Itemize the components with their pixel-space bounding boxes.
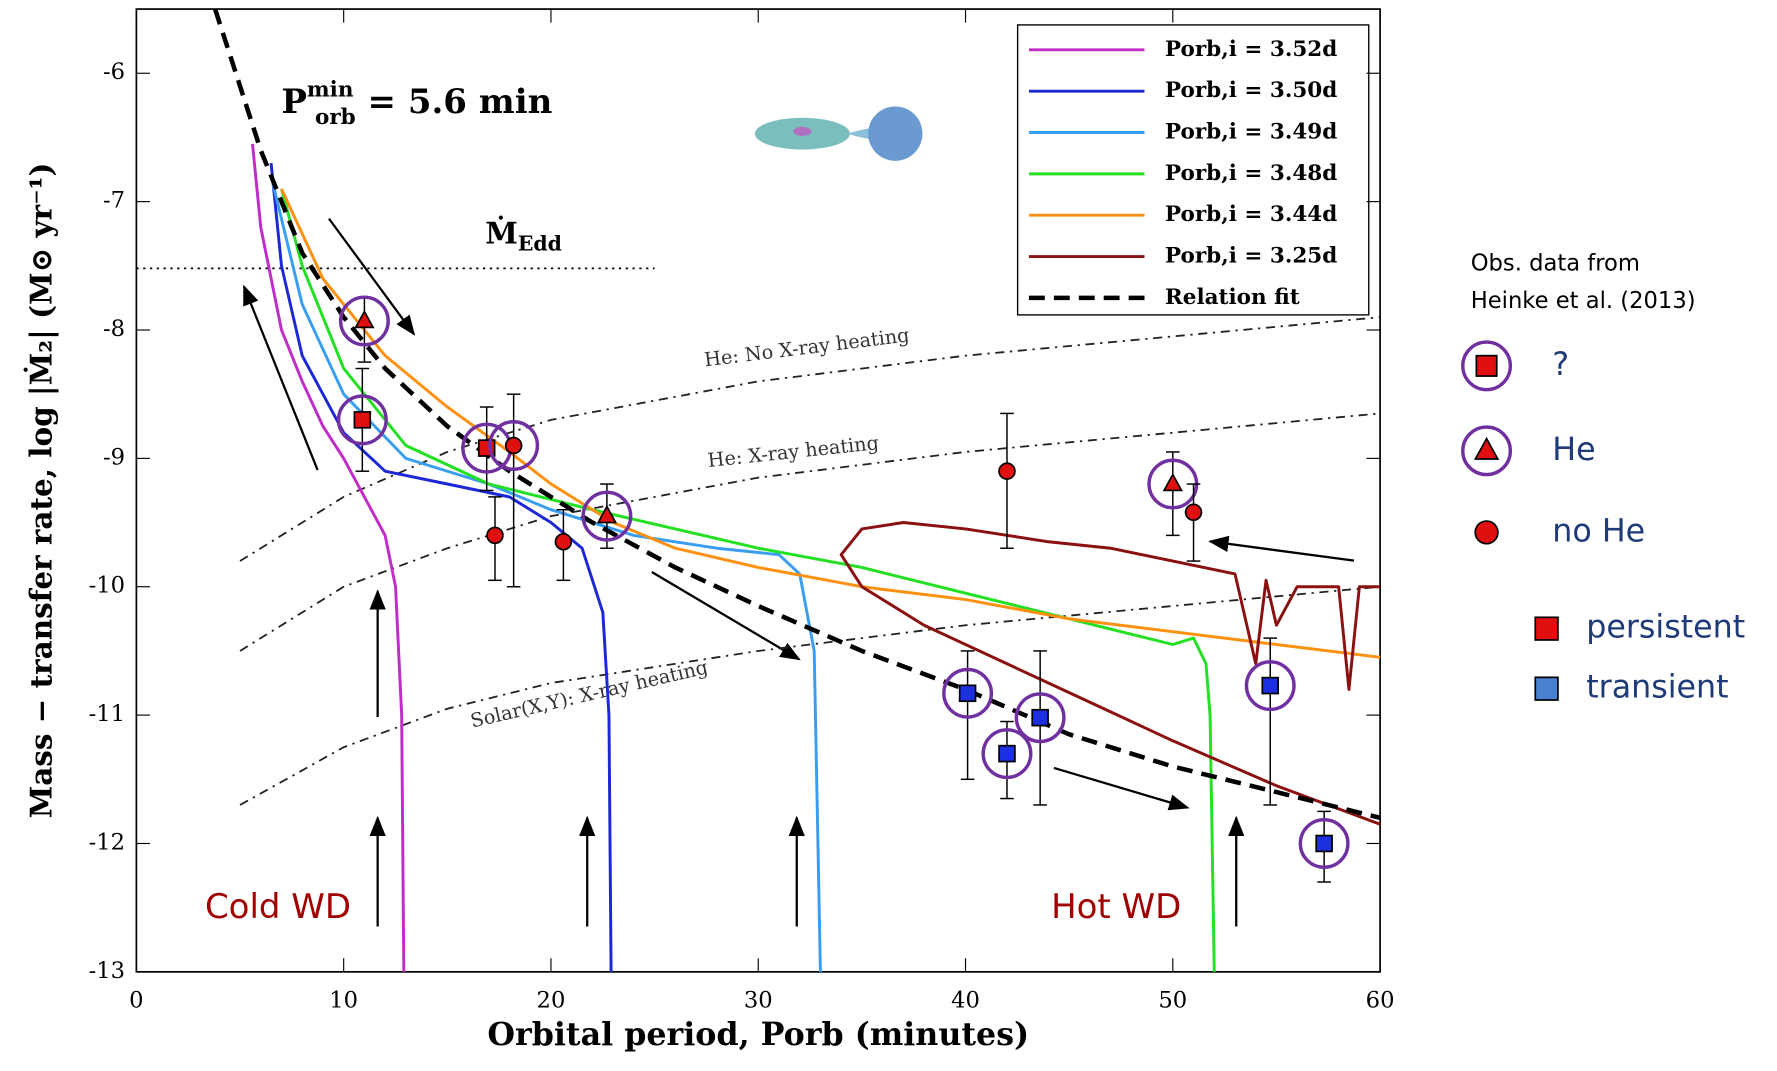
obs-legend-title: Heinke et al. (2013) [1471,288,1696,314]
x-tick-label: 30 [744,987,773,1013]
chart: 0 10 20 30 40 50 60 -13 -12 -11 -10 -9 -8 -7 -6 Orbital… [0,0,1777,1067]
obs-legend-label: transient [1586,670,1728,706]
eddington-symbol: Ṁ [485,216,518,251]
legend-label: Porb,i = 3.50d [1165,78,1337,103]
legend-label: Porb,i = 3.52d [1165,37,1337,62]
x-tick-label: 0 [129,987,143,1013]
legend-label: Porb,i = 3.49d [1165,120,1337,145]
legend-label: Porb,i = 3.25d [1165,244,1337,269]
y-tick-label: -11 [89,701,125,727]
circle-marker [1186,504,1202,520]
circle-marker [999,463,1015,479]
circle-marker [506,438,522,454]
y-tick-label: -9 [103,444,125,470]
x-tick-label: 10 [329,987,358,1013]
square-marker [1476,356,1496,376]
y-tick-label: -7 [103,188,125,214]
legend-label: Porb,i = 3.44d [1165,202,1337,227]
series-line [271,163,611,972]
legend-label: Porb,i = 3.48d [1165,161,1337,186]
x-tick-label: 60 [1366,987,1395,1013]
min-period-base: P [281,82,307,122]
eddington-label: ṀEdd [485,216,562,256]
heating-label: He: No X-ray heating [703,323,911,371]
y-tick-label: -13 [89,958,125,984]
square-marker [1262,678,1278,694]
square-marker [1535,617,1558,640]
x-tick-label: 20 [537,987,566,1013]
min-period-sup: min [307,78,354,103]
square-marker [1316,836,1332,852]
triangle-marker [1164,475,1181,491]
y-tick-label: -12 [89,829,125,855]
legend-label: Relation fit [1165,285,1300,310]
wd-label: Cold WD [205,887,351,927]
square-marker [1032,710,1048,726]
square-marker [1535,677,1558,700]
obs-legend-label: persistent [1586,610,1745,646]
obs-legend-title: Obs. data from [1471,250,1640,276]
series-line [271,176,820,972]
min-period-text: = 5.6 min [356,82,553,122]
obs-legend-label: no He [1552,513,1645,549]
x-tick-label: 40 [951,987,980,1013]
heating-label: He: X-ray heating [707,431,880,472]
circle-marker [487,527,503,543]
triangle-marker [1475,439,1497,459]
y-tick-label: -8 [103,316,125,342]
x-axis-label: Orbital period, Porb (minutes) [487,1016,1029,1053]
eddington-sub: Edd [518,231,562,255]
circle-marker [1475,521,1498,544]
square-marker [354,412,370,428]
square-marker [960,685,976,701]
y-axis-label: Mass − transfer rate, log |Ṁ₂| (M⊙ yr⁻¹) [24,163,59,819]
binary-icon [755,106,923,160]
obs-legend-label: He [1552,432,1595,468]
circle-marker [555,534,571,550]
triangle-marker [356,311,373,327]
square-marker [999,746,1015,762]
wd-label: Hot WD [1051,887,1181,927]
y-tick-label: -10 [89,573,125,599]
y-tick-label: -6 [103,59,125,85]
x-tick-label: 50 [1158,987,1187,1013]
obs-legend-label: ? [1552,347,1569,383]
min-period-sub: orb [315,105,356,130]
